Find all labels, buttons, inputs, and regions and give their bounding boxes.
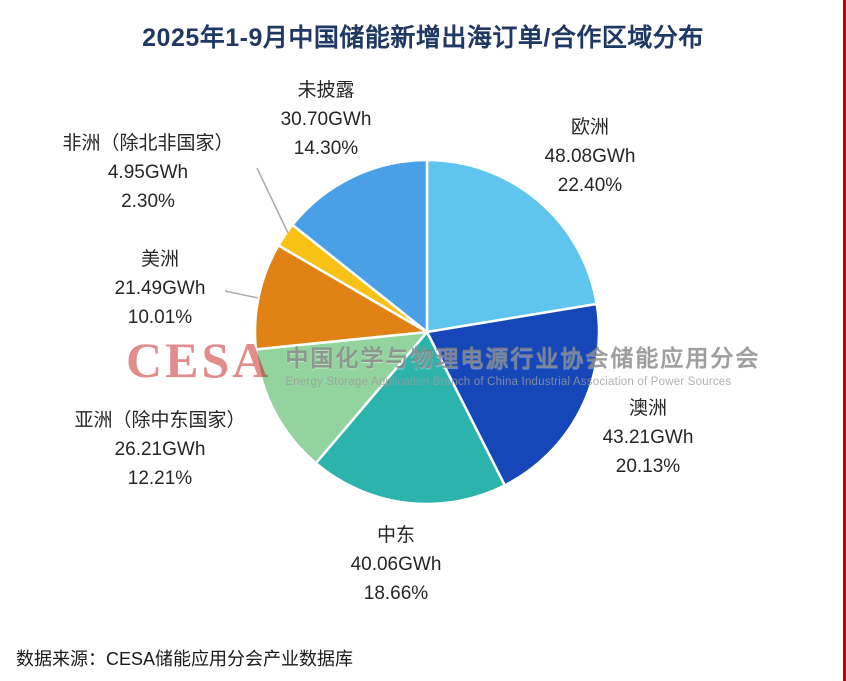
label-asia: 亚洲（除中东国家） 26.21GWh 12.21%: [30, 406, 290, 493]
label-undisclosed: 未披露 30.70GWh 14.30%: [226, 76, 426, 163]
label-undisclosed-value: 30.70GWh: [280, 109, 372, 130]
leader-line-africa: [256, 167, 289, 234]
pie-slice-3: [254, 330, 429, 465]
label-europe-percent: 22.40%: [557, 175, 623, 196]
pie-slice-2: [314, 330, 507, 506]
right-edge-red-bar: [843, 0, 846, 681]
label-undisclosed-percent: 14.30%: [293, 138, 359, 159]
label-undisclosed-name: 未披露: [297, 80, 355, 101]
label-africa: 非洲（除北非国家） 4.95GWh 2.30%: [18, 129, 278, 216]
label-middle-east: 中东 40.06GWh 18.66%: [296, 521, 496, 608]
label-europe: 欧洲 48.08GWh 22.40%: [490, 113, 690, 200]
pie-slice-0: [425, 158, 598, 334]
label-asia-name: 亚洲（除中东国家）: [74, 410, 246, 431]
label-americas-name: 美洲: [140, 249, 179, 270]
label-australia-percent: 20.13%: [615, 456, 681, 477]
label-americas-value: 21.49GWh: [114, 278, 206, 299]
pie-slice-4: [253, 244, 429, 351]
label-europe-name: 欧洲: [570, 117, 609, 138]
label-middle-east-value: 40.06GWh: [350, 554, 442, 575]
label-middle-east-percent: 18.66%: [363, 583, 429, 604]
data-source-note: 数据来源：CESA储能应用分会产业数据库: [16, 649, 354, 669]
label-americas-percent: 10.01%: [127, 307, 193, 328]
pie-slice-1: [425, 302, 601, 487]
label-asia-value: 26.21GWh: [114, 439, 206, 460]
leader-line-americas: [224, 290, 259, 299]
chart-title: 2025年1-9月中国储能新增出海订单/合作区域分布: [142, 24, 704, 52]
label-australia: 澳洲 43.21GWh 20.13%: [548, 394, 748, 481]
label-australia-name: 澳洲: [628, 398, 667, 419]
label-australia-value: 43.21GWh: [602, 427, 694, 448]
label-africa-percent: 2.30%: [121, 191, 175, 212]
label-europe-value: 48.08GWh: [544, 146, 636, 167]
label-africa-value: 4.95GWh: [107, 162, 189, 183]
label-middle-east-name: 中东: [376, 525, 415, 546]
label-americas: 美洲 21.49GWh 10.01%: [60, 245, 260, 332]
label-africa-name: 非洲（除北非国家）: [62, 133, 234, 154]
label-asia-percent: 12.21%: [127, 468, 193, 489]
pie-slice-6: [291, 158, 429, 334]
